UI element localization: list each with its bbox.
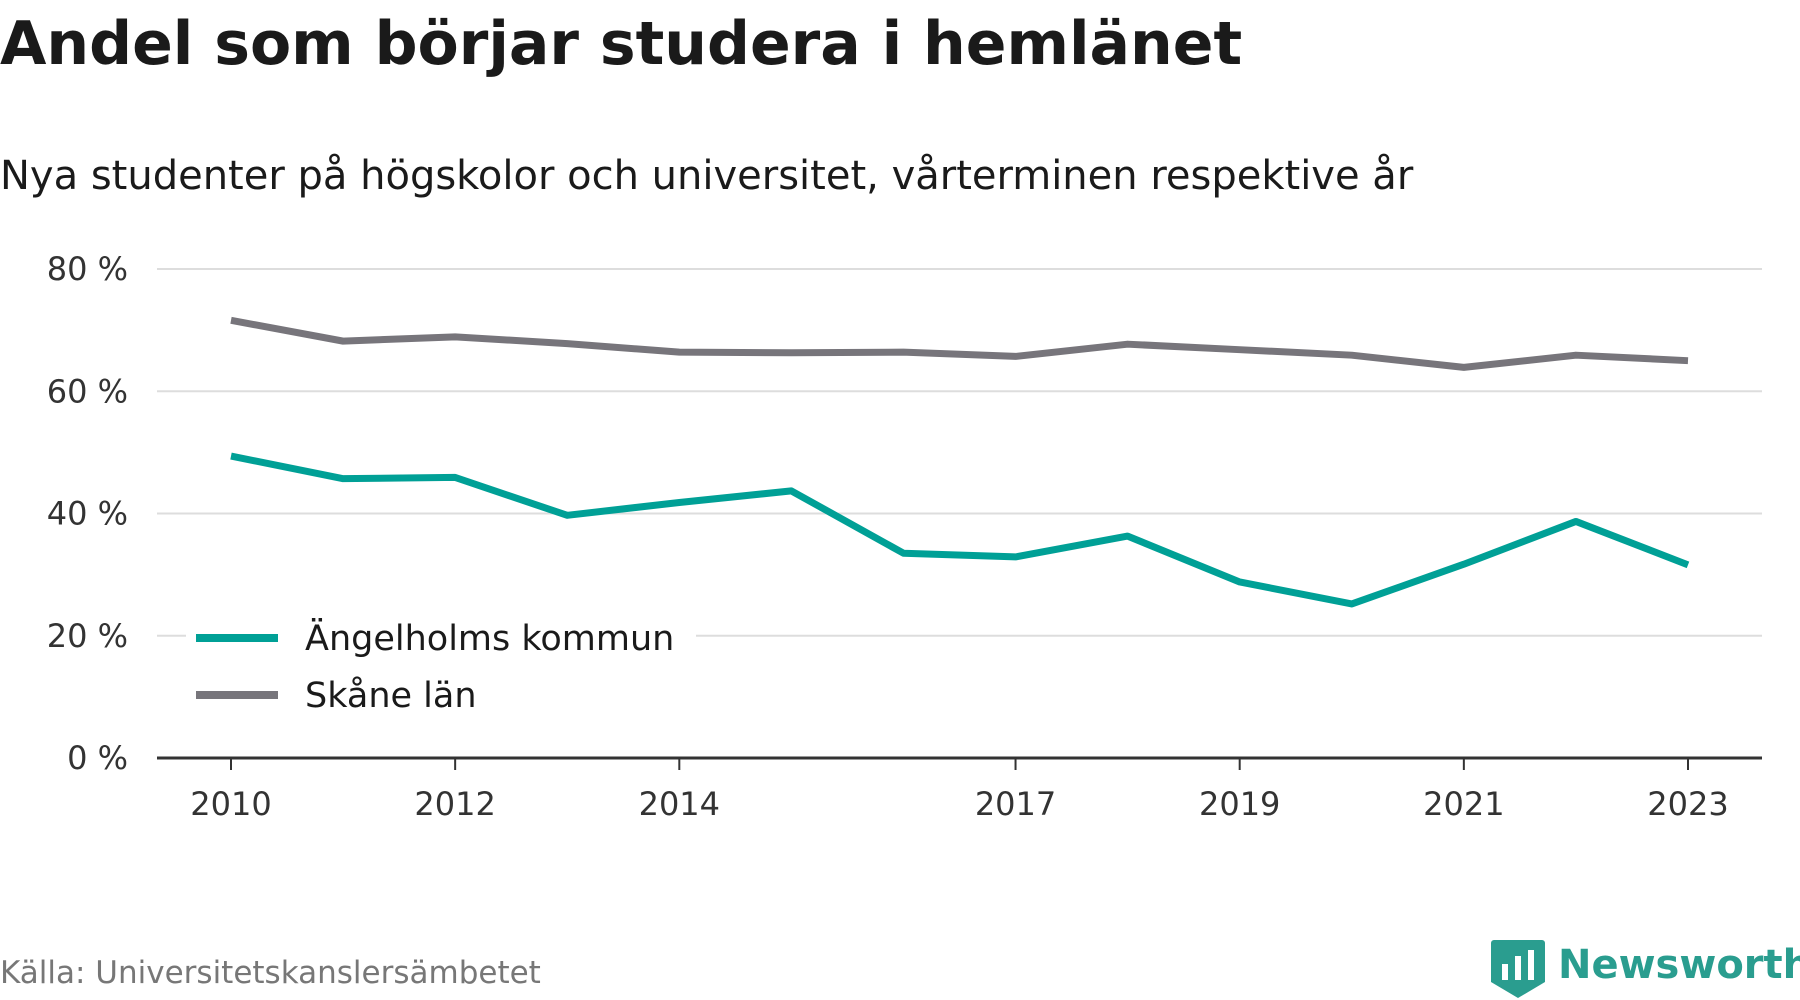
x-tick-label: 2014	[639, 785, 720, 823]
y-tick-label: 80 %	[47, 250, 128, 288]
x-tick-label: 2017	[975, 785, 1056, 823]
y-tick-label: 20 %	[47, 617, 128, 655]
brand: Newsworthy	[1490, 938, 1800, 1000]
x-tick-label: 2021	[1423, 785, 1504, 823]
y-tick-label: 40 %	[47, 495, 128, 533]
legend-label: Skåne län	[305, 675, 477, 716]
x-tick-label: 2010	[190, 785, 271, 823]
legend-label: Ängelholms kommun	[305, 617, 674, 659]
source-note: Källa: Universitetskanslersämbetet	[0, 955, 541, 991]
y-axis-ticks: 0 % 20 % 40 % 60 % 80 %	[47, 250, 128, 777]
x-tick-label: 2012	[414, 785, 495, 823]
y-tick-label: 60 %	[47, 372, 128, 410]
bar-chart-badge-icon	[1491, 940, 1545, 998]
series-line	[230, 452, 1690, 608]
x-axis: 2010 2012 2014 2017 2019 2021 2023	[157, 756, 1762, 823]
chart-subtitle: Nya studenter på högskolor och universit…	[0, 153, 1414, 199]
x-tick-label: 2019	[1199, 785, 1280, 823]
series-lines	[230, 316, 1690, 608]
series-line	[230, 316, 1689, 371]
x-tick-label: 2023	[1647, 785, 1728, 823]
brand-name: Newsworthy	[1558, 942, 1800, 988]
y-tick-label: 0 %	[67, 739, 128, 777]
line-chart: 0 % 20 % 40 % 60 % 80 % 2010 2012 2014 2017 2019…	[47, 250, 1762, 823]
chart-title: Andel som börjar studera i hemlänet	[0, 9, 1243, 79]
legend: Ängelholms kommun Skåne län	[186, 605, 696, 717]
gridlines	[157, 268, 1762, 637]
